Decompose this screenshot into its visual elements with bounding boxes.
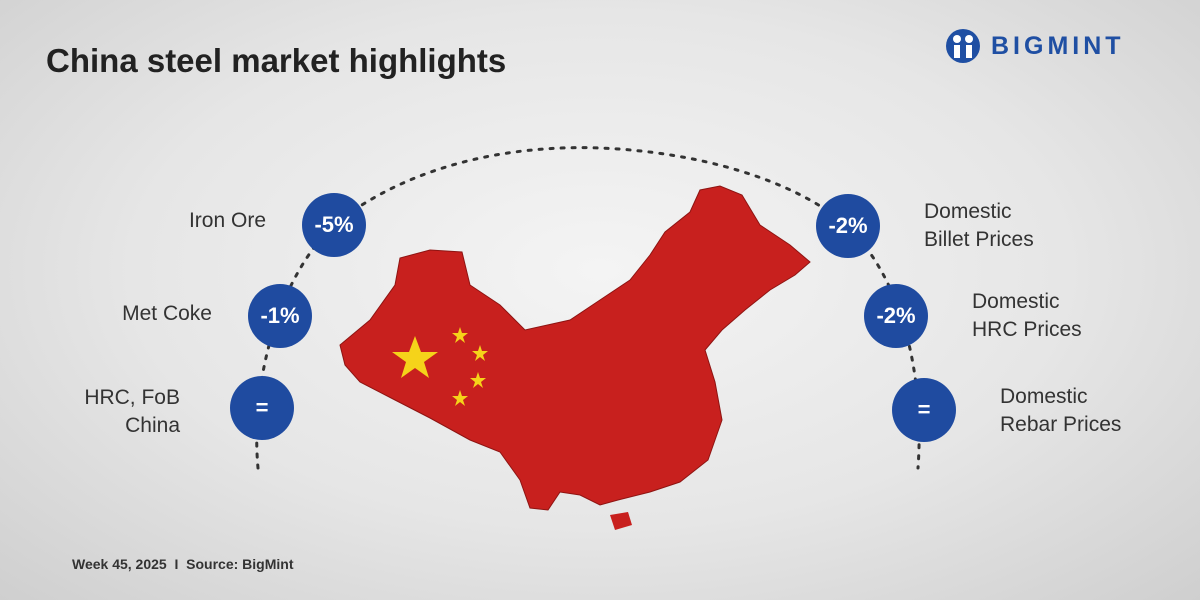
china-map [339,185,811,511]
hainan-island [610,512,632,530]
small-star-icon [452,390,468,406]
small-star-icon [472,345,488,361]
label-domestic-rebar: Domestic Rebar Prices [1000,383,1121,439]
label-line: HRC Prices [972,318,1082,341]
change-badge-hrc-fob: = [230,376,294,440]
footer-source: Week 45, 2025 I Source: BigMint [72,556,294,572]
logo-icon [946,29,980,63]
change-badge-iron-ore: -5% [302,193,366,257]
label-iron-ore: Iron Ore [188,209,266,232]
change-badge-hrc: -2% [864,284,928,348]
label-line: Domestic [1000,385,1088,408]
change-badge-billet: -2% [816,194,880,258]
flag-stars [392,327,488,406]
dotted-arc [255,146,921,470]
bigmint-logo: BIGMINT [945,28,1125,64]
label-line: Domestic [972,290,1060,313]
label-met-coke: Met Coke [122,302,212,325]
label-line: Billet Prices [924,228,1034,251]
label-line: Rebar Prices [1000,413,1122,436]
page-title: China steel market highlights [46,42,507,79]
change-badge-met-coke: -1% [248,284,312,348]
small-star-icon [470,372,486,388]
logo-text: BIGMINT [991,31,1125,60]
label-domestic-billet: Domestic Billet Prices [924,198,1034,254]
small-star-icon [452,327,468,343]
label-line: HRC, FoB [84,386,180,409]
label-hrc-fob-china: HRC, FoB China [84,384,180,440]
label-line: China [125,414,180,437]
label-domestic-hrc: Domestic HRC Prices [972,288,1082,344]
large-star-icon [392,336,438,378]
label-line: Domestic [924,200,1012,223]
change-badge-rebar: = [892,378,956,442]
